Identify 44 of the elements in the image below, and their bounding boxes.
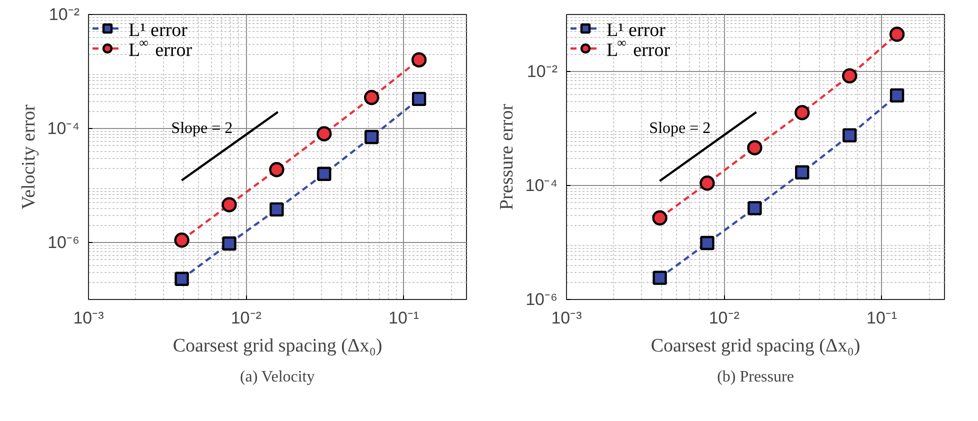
- y-tick-label: 10⁻²: [48, 5, 80, 24]
- x-axis-title: Coarsest grid spacing (Δx₀): [172, 336, 382, 356]
- x-tick-label: 10⁻²: [708, 308, 740, 328]
- point: [890, 88, 904, 103]
- point: [222, 197, 237, 212]
- x-tick-label: 10⁻²: [230, 308, 262, 328]
- y-tick-label: 10⁻⁴: [47, 119, 80, 138]
- x-tick-label: 10⁻¹: [866, 308, 898, 328]
- point: [364, 130, 379, 144]
- text: (a) Velocity: [240, 368, 315, 386]
- point: [364, 90, 380, 106]
- point: [748, 201, 762, 216]
- annotation: Slope = 2: [171, 120, 233, 137]
- annotation: Slope = 2: [649, 120, 711, 137]
- point: [174, 232, 190, 248]
- point: [317, 166, 332, 181]
- y-tick-label: 10⁻⁴: [525, 176, 558, 195]
- point: [700, 176, 715, 191]
- point: [316, 126, 332, 142]
- y-axis-title: Velocity error: [18, 104, 40, 210]
- point: [795, 165, 810, 180]
- text: (b) Pressure: [717, 368, 794, 386]
- point: [412, 92, 426, 106]
- y-tick-label: 10⁻²: [526, 62, 558, 81]
- x-tick-label: 10⁻¹: [388, 308, 420, 328]
- point: [842, 68, 858, 84]
- point: [652, 210, 668, 226]
- point: [222, 236, 236, 251]
- point: [174, 272, 189, 286]
- y-tick-label: 10⁻⁶: [526, 290, 558, 309]
- x-axis-title: Coarsest grid spacing (Δx₀): [650, 336, 860, 356]
- point: [794, 105, 810, 120]
- point: [270, 202, 284, 217]
- y-tick-label: 10⁻⁶: [48, 233, 80, 252]
- point: [747, 140, 762, 156]
- point: [411, 52, 427, 68]
- point: [269, 162, 284, 178]
- x-tick-label: 10⁻³: [73, 308, 104, 328]
- point: [889, 26, 905, 42]
- point: [700, 236, 714, 250]
- point: [842, 128, 857, 142]
- y-axis-title: Pressure error: [496, 103, 518, 210]
- x-tick-label: 10⁻³: [551, 308, 582, 328]
- point: [652, 270, 667, 285]
